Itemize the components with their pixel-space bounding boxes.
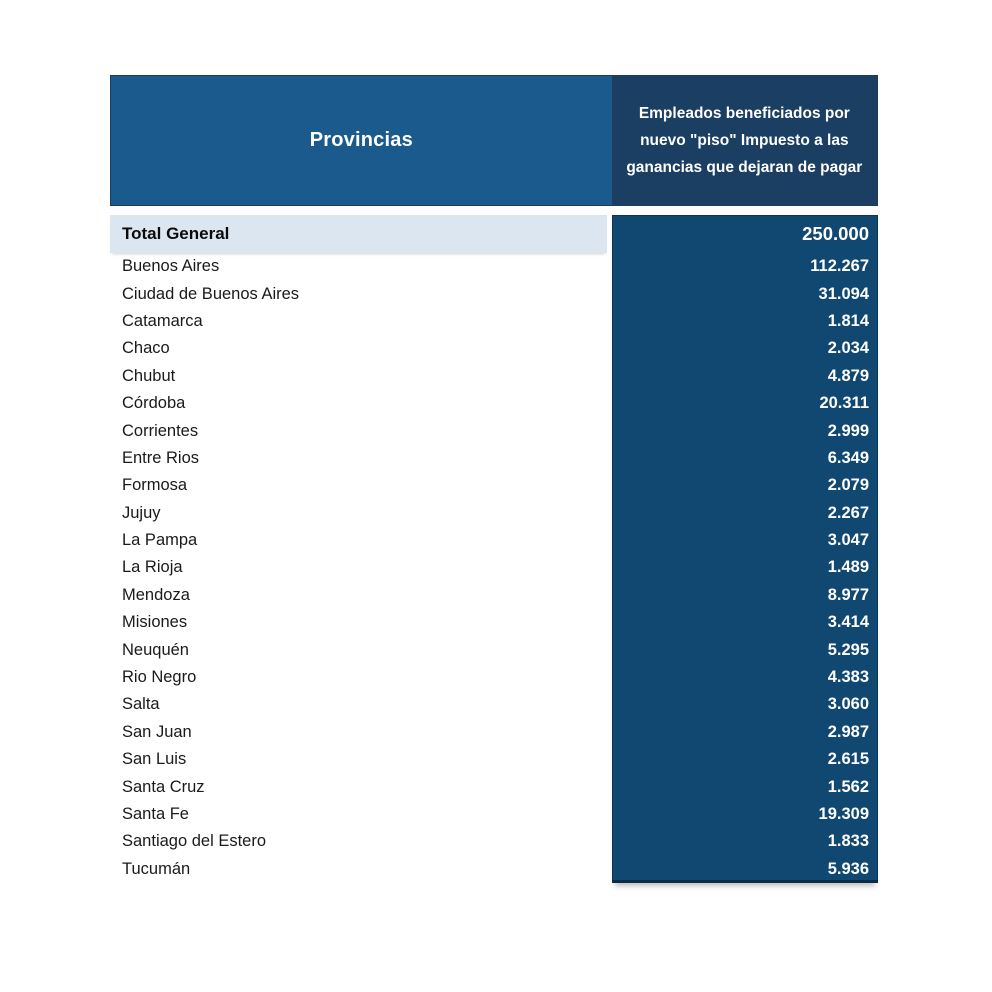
- table-row-value: 2.615: [827, 750, 869, 769]
- table-row-value: 2.079: [827, 476, 869, 495]
- table-row-label: Chubut: [122, 366, 176, 385]
- table-body: Total General Buenos Aires Ciudad de Buen…: [110, 215, 878, 884]
- table-row-label: Corrientes: [122, 421, 199, 440]
- table-row-value: 1.562: [827, 777, 869, 796]
- table-row-label: La Rioja: [122, 558, 183, 577]
- table-row-value: 1.833: [827, 832, 869, 851]
- table-row-label: Santiago del Estero: [122, 832, 267, 851]
- table-row-value: 6.349: [827, 448, 869, 467]
- table-row-value: 5.295: [827, 640, 869, 659]
- total-row-label: Total General: [110, 215, 607, 253]
- table-row-label: San Luis: [122, 750, 187, 769]
- table-row-label: Formosa: [122, 476, 188, 495]
- province-rows: Buenos Aires Ciudad de Buenos Aires Catama…: [110, 253, 612, 883]
- header-body-separator: [110, 206, 878, 215]
- table-header-row: Provincias Empleados beneficiados por nu…: [110, 75, 878, 206]
- provinces-table: Provincias Empleados beneficiados por nu…: [110, 75, 878, 884]
- table-row-value: 4.383: [827, 668, 869, 687]
- table-row-value: 2.034: [827, 339, 869, 358]
- table-row-value: 1.814: [827, 311, 869, 330]
- table-row-label: Santa Cruz: [122, 777, 205, 796]
- table-row-value: 3.414: [827, 613, 869, 632]
- table-row-value: 20.311: [819, 394, 869, 413]
- table-row-label: Chaco: [122, 339, 170, 358]
- table-row-label: Mendoza: [122, 585, 190, 604]
- value-rows: 112.267 31.094 1.814 2.034 4.879 20.311 2.999 6…: [612, 253, 878, 883]
- table-row-label: Salta: [122, 695, 160, 714]
- table-row-label: Catamarca: [122, 311, 203, 330]
- table-row-value: 1.489: [827, 558, 869, 577]
- column-header-provincias: Provincias: [111, 76, 612, 205]
- table-row-value: 4.879: [827, 366, 869, 385]
- table-row-label: Buenos Aires: [122, 257, 220, 276]
- table-row-value: 8.977: [827, 585, 869, 604]
- table-row-label: Córdoba: [122, 394, 186, 413]
- table-row-label: Santa Fe: [122, 805, 189, 823]
- table-row-label: Jujuy: [122, 503, 161, 522]
- table-row-label: San Juan: [122, 722, 192, 741]
- table-row-label: Entre Rios: [122, 448, 200, 467]
- table-row-label: Misiones: [122, 613, 188, 632]
- table-row-value: 3.060: [827, 695, 869, 714]
- table-row-label: Neuquén: [122, 640, 189, 659]
- table-row-value: 2.987: [827, 722, 869, 741]
- table-row-value: 2.999: [827, 421, 869, 440]
- table-row-label: La Pampa: [122, 531, 198, 550]
- table-row-value: 31.094: [818, 284, 869, 303]
- table-row-label: Tucumán: [122, 859, 191, 878]
- table-row-value: 112.267: [810, 257, 869, 276]
- value-column: 250.000 112.267 31.094 1.814 2.034 4.879 20.3…: [612, 215, 878, 884]
- table-row-value: 2.267: [827, 503, 869, 522]
- column-header-beneficiados: Empleados beneficiados por nuevo "piso" …: [611, 76, 877, 205]
- table-row-value: 19.309: [818, 805, 869, 823]
- total-row-value: 250.000: [802, 223, 869, 244]
- table-row-value: 3.047: [827, 531, 869, 550]
- table-row-label: Ciudad de Buenos Aires: [122, 284, 300, 303]
- table-row-label: Rio Negro: [122, 668, 197, 687]
- table-row-value: 5.936: [827, 859, 869, 878]
